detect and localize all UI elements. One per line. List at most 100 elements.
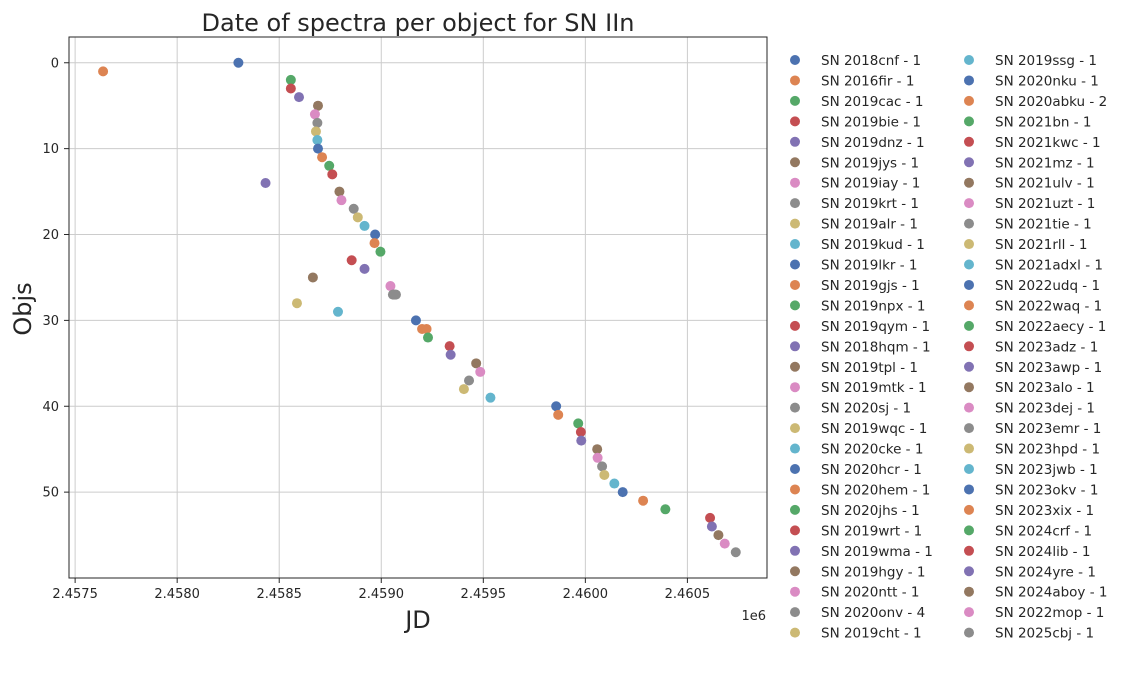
legend-label: SN 2018cnf - 1	[821, 53, 921, 69]
legend-marker	[964, 177, 974, 188]
legend-label: SN 2019tpl - 1	[821, 360, 918, 376]
legend-marker	[964, 402, 974, 413]
legend-marker	[790, 525, 800, 536]
data-point	[98, 66, 109, 77]
legend-marker	[790, 300, 800, 311]
data-point	[706, 521, 717, 532]
legend-label: SN 2019ssg - 1	[995, 53, 1097, 69]
legend-marker	[790, 586, 800, 597]
data-point	[375, 246, 386, 257]
legend-marker	[790, 402, 800, 413]
legend-marker	[964, 484, 974, 495]
data-point	[730, 547, 741, 558]
legend-label: SN 2021kwc - 1	[995, 135, 1101, 151]
legend-marker	[790, 218, 800, 229]
legend-label: SN 2020abku - 2	[995, 94, 1107, 110]
legend-label: SN 2020sj - 1	[821, 401, 911, 417]
legend-label: SN 2024aboy - 1	[995, 585, 1107, 601]
data-point	[285, 74, 296, 85]
legend-label: SN 2019cht - 1	[821, 626, 922, 642]
legend-label: SN 2023awp - 1	[995, 360, 1102, 376]
legend-marker	[964, 566, 974, 577]
legend-label: SN 2021rll - 1	[995, 237, 1087, 253]
legend-marker	[964, 136, 974, 147]
data-point	[705, 512, 716, 523]
legend-label: SN 2019bie - 1	[821, 114, 921, 130]
data-point	[324, 160, 335, 171]
data-point	[285, 83, 296, 94]
grid-lines	[69, 37, 767, 578]
legend-marker	[790, 320, 800, 331]
legend-marker	[790, 504, 800, 515]
legend-marker	[790, 136, 800, 147]
legend-marker	[790, 443, 800, 454]
legend-label: SN 2023dej - 1	[995, 401, 1095, 417]
legend-label: SN 2019hgy - 1	[821, 564, 925, 580]
legend-marker	[790, 627, 800, 638]
legend-label: SN 2023alo - 1	[995, 380, 1095, 396]
legend-label: SN 2020jhs - 1	[821, 503, 920, 519]
legend-marker	[964, 300, 974, 311]
data-point	[617, 487, 628, 498]
data-point	[638, 495, 649, 506]
legend-marker	[964, 95, 974, 106]
x-tick-label: 2.4580	[154, 587, 200, 602]
data-point	[390, 289, 401, 300]
legend-label: SN 2019iay - 1	[821, 176, 920, 192]
legend-label: SN 2019wrt - 1	[821, 523, 922, 539]
data-point	[317, 152, 328, 163]
legend-marker	[790, 279, 800, 290]
data-point	[458, 384, 469, 395]
scatter-points	[98, 57, 741, 558]
legend-marker	[790, 566, 800, 577]
legend-label: SN 2019mtk - 1	[821, 380, 927, 396]
data-point	[369, 238, 380, 249]
legend-marker	[790, 545, 800, 556]
legend-marker	[790, 382, 800, 393]
data-point	[475, 366, 486, 377]
legend-label: SN 2021ulv - 1	[995, 176, 1095, 192]
data-point	[573, 418, 584, 429]
data-point	[421, 323, 432, 334]
legend-marker	[790, 484, 800, 495]
legend-label: SN 2019gjs - 1	[821, 278, 920, 294]
legend-label: SN 2022aecy - 1	[995, 319, 1106, 335]
y-tick-label: 20	[42, 228, 59, 243]
data-point	[310, 126, 321, 137]
y-axis-ticks: 0 10 20 30 40 50	[42, 56, 69, 501]
y-tick-label: 30	[42, 314, 59, 329]
legend-label: SN 2023okv - 1	[995, 482, 1098, 498]
legend-label: SN 2020hem - 1	[821, 482, 930, 498]
legend-marker	[964, 75, 974, 86]
data-point	[445, 349, 456, 360]
legend-label: SN 2024lib - 1	[995, 544, 1090, 560]
data-point	[713, 530, 724, 541]
plot-frame	[68, 36, 768, 579]
legend-label: SN 2019wma - 1	[821, 544, 933, 560]
legend-marker	[964, 504, 974, 515]
legend-marker	[964, 627, 974, 638]
legend-label: SN 2023jwb - 1	[995, 462, 1098, 478]
legend-label: SN 2016fir - 1	[821, 73, 914, 89]
data-point	[336, 195, 347, 206]
x-tick-label: 2.4600	[563, 587, 609, 602]
legend-label: SN 2022mop - 1	[995, 605, 1104, 621]
legend-marker	[964, 157, 974, 168]
legend-marker	[964, 218, 974, 229]
legend-label: SN 2019alr - 1	[821, 217, 918, 233]
legend-label: SN 2022waq - 1	[995, 298, 1102, 314]
y-axis-label: Objs	[9, 282, 37, 335]
data-point	[307, 272, 318, 283]
legend-marker	[964, 443, 974, 454]
data-point	[352, 212, 363, 223]
legend-marker	[790, 95, 800, 106]
x-axis-offset-label: 1e6	[741, 609, 766, 624]
data-point	[592, 444, 603, 455]
legend: SN 2018cnf - 1 SN 2016fir - 1 SN 2019cac -…	[790, 53, 1107, 642]
legend-marker	[790, 55, 800, 65]
y-tick-label: 0	[51, 56, 59, 71]
x-axis-label: JD	[403, 606, 431, 634]
legend-marker	[964, 361, 974, 372]
legend-label: SN 2019jys - 1	[821, 155, 919, 171]
